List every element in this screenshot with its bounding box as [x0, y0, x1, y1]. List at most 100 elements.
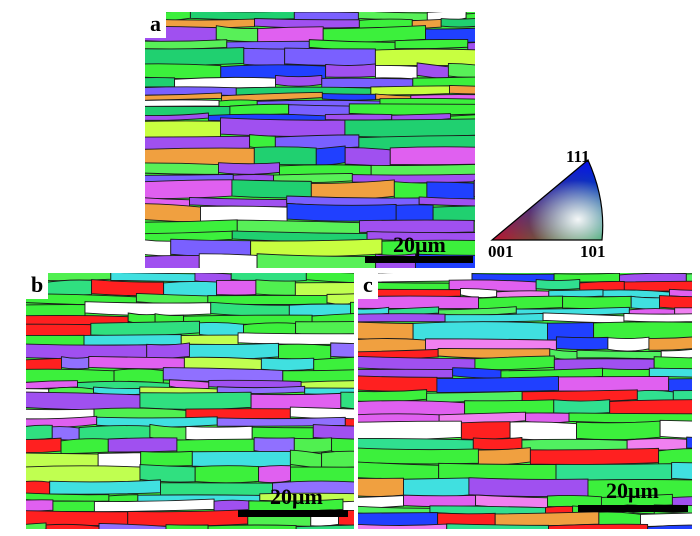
grain: [139, 464, 196, 483]
grain: [243, 47, 286, 66]
grain: [576, 420, 661, 441]
grain: [593, 321, 692, 341]
grain: [324, 113, 393, 121]
grain: [26, 304, 86, 318]
grain: [358, 420, 462, 440]
grain: [256, 253, 377, 268]
grain: [145, 77, 176, 88]
grain: [145, 39, 228, 50]
grain: [358, 477, 404, 497]
grain: [107, 437, 178, 453]
grain: [609, 399, 692, 416]
grain: [452, 367, 502, 379]
grain: [26, 465, 141, 483]
grain: [668, 378, 692, 394]
grain: [659, 419, 692, 439]
grain: [286, 202, 397, 222]
grain: [494, 511, 600, 527]
grain: [436, 375, 559, 394]
grain: [477, 447, 531, 466]
grain: [198, 253, 258, 268]
ebsd-map-a: a 20μm: [145, 12, 475, 268]
ipf-color-key: 111 001 101: [480, 148, 620, 262]
grain: [26, 391, 141, 411]
grain: [440, 18, 475, 28]
grain: [300, 380, 354, 390]
grain: [344, 147, 391, 167]
grain: [672, 390, 692, 402]
grain: [295, 321, 354, 336]
ipf-label-001: 001: [488, 242, 514, 261]
ipf-label-101: 101: [580, 242, 606, 261]
grain: [207, 524, 297, 529]
grain: [607, 336, 650, 352]
grain: [671, 462, 692, 480]
grain: [145, 203, 201, 224]
grain: [305, 273, 354, 284]
scalebar-label-a: 20μm: [393, 232, 446, 257]
grain: [26, 323, 92, 337]
grain: [366, 231, 475, 242]
grain: [464, 399, 555, 415]
grain: [140, 450, 193, 467]
grain: [258, 465, 291, 484]
grain: [447, 62, 475, 79]
grain: [218, 162, 280, 175]
grain: [290, 466, 354, 484]
grain: [358, 375, 438, 392]
grain: [389, 146, 475, 166]
grain: [255, 279, 296, 296]
grain: [26, 343, 148, 360]
grain: [446, 523, 549, 529]
grain: [84, 301, 212, 316]
grain: [648, 367, 692, 378]
grain: [525, 412, 570, 424]
grain: [358, 523, 448, 529]
grain: [146, 342, 190, 359]
grain: [474, 355, 555, 371]
grain: [403, 477, 470, 498]
grain: [437, 512, 496, 526]
grain: [145, 99, 220, 107]
grain: [110, 273, 196, 283]
grain: [467, 42, 475, 52]
grain: [145, 135, 251, 150]
grain: [640, 512, 692, 528]
grain: [460, 421, 511, 440]
grain: [199, 322, 244, 337]
grain: [293, 437, 333, 453]
grain: [630, 295, 660, 310]
grain: [253, 146, 317, 166]
grain: [83, 334, 182, 346]
grain: [45, 523, 100, 529]
grain: [359, 219, 475, 234]
ebsd-map-b: b 20μm: [26, 273, 354, 529]
panel-label-b: b: [26, 273, 49, 299]
grain: [260, 357, 315, 372]
grain: [295, 524, 354, 529]
grain: [358, 447, 479, 465]
grain: [473, 179, 475, 198]
grain: [659, 295, 692, 310]
grain: [231, 179, 312, 199]
grain: [253, 437, 295, 454]
grain: [370, 85, 450, 96]
grain: [90, 320, 200, 337]
panel-label-c: c: [358, 273, 378, 299]
grain: [393, 181, 428, 200]
grain: [321, 93, 377, 101]
grain: [330, 342, 354, 358]
scalebar-label-b: 20μm: [270, 484, 323, 509]
grain: [145, 239, 172, 257]
grain: [558, 376, 670, 392]
grain: [403, 494, 477, 508]
grain: [412, 321, 548, 341]
grain: [145, 179, 233, 200]
grain: [26, 499, 54, 512]
grain: [473, 220, 475, 233]
grain: [686, 436, 692, 449]
grain: [344, 118, 475, 138]
grain: [188, 342, 280, 360]
grain: [139, 391, 252, 410]
grain: [26, 424, 53, 441]
